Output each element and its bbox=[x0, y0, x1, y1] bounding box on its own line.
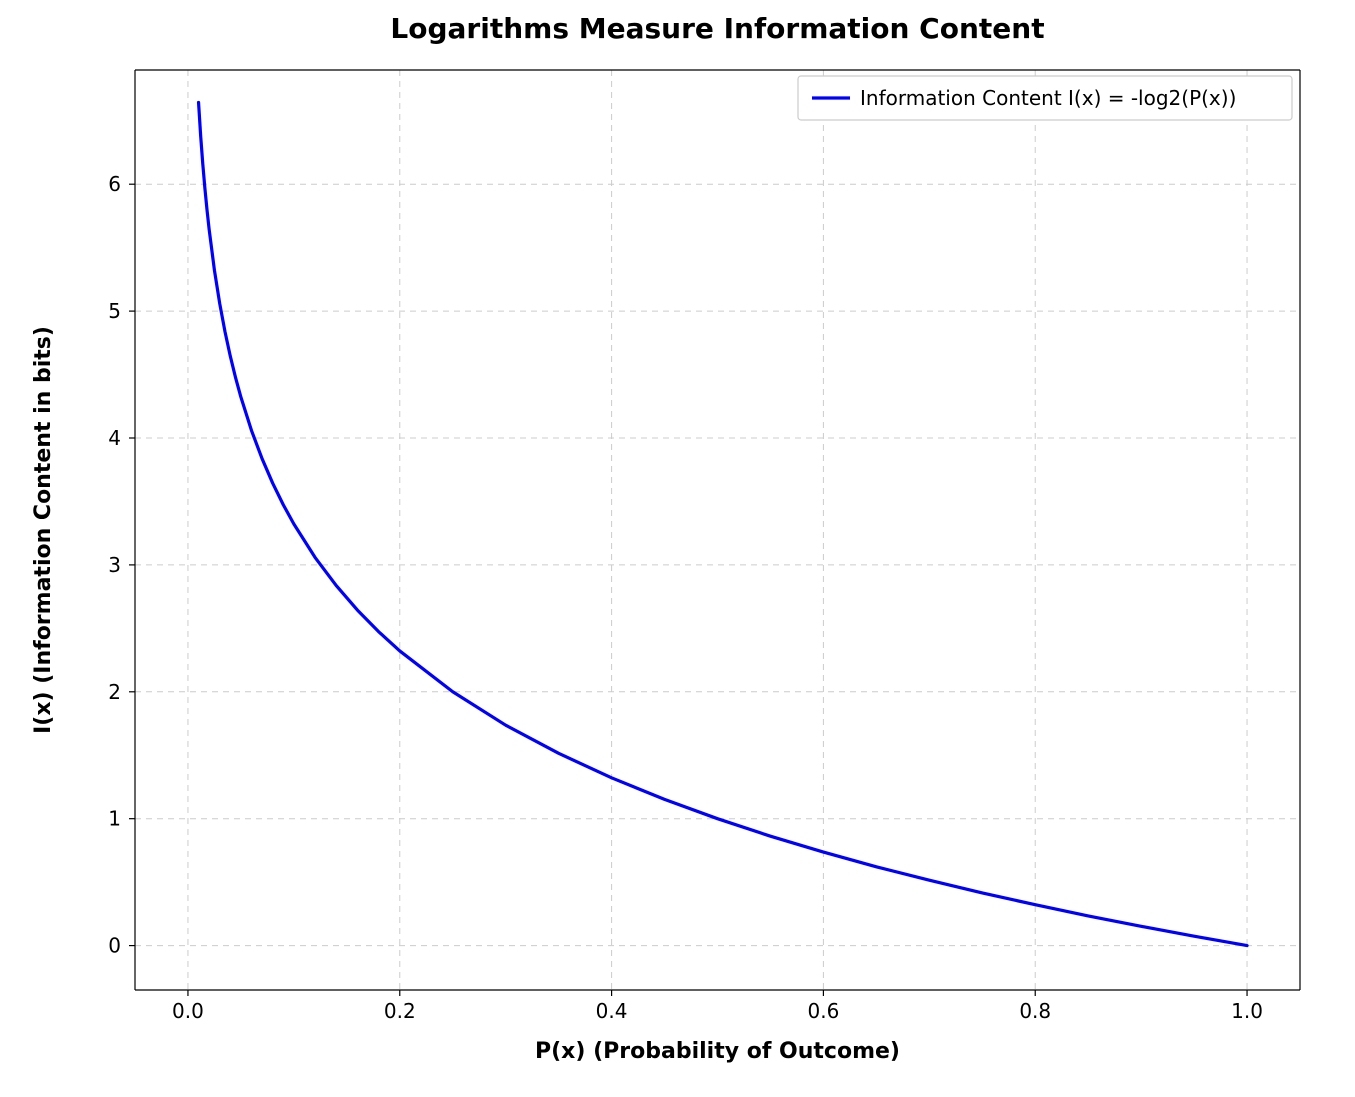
y-tick-label: 5 bbox=[108, 299, 121, 323]
y-tick-label: 0 bbox=[108, 934, 121, 958]
axis-labels: Logarithms Measure Information Content P… bbox=[31, 12, 1045, 1064]
y-axis-label: I(x) (Information Content in bits) bbox=[31, 326, 56, 734]
y-tick-label: 4 bbox=[108, 426, 121, 450]
legend-label: Information Content I(x) = -log2(P(x)) bbox=[860, 86, 1236, 110]
x-tick-label: 0.2 bbox=[384, 999, 416, 1023]
y-tick-label: 1 bbox=[108, 807, 121, 831]
y-tick-label: 6 bbox=[108, 172, 121, 196]
x-tick-label: 0.8 bbox=[1019, 999, 1051, 1023]
x-axis-label: P(x) (Probability of Outcome) bbox=[535, 1039, 900, 1064]
grid bbox=[135, 70, 1300, 990]
x-tick-label: 0.6 bbox=[808, 999, 840, 1023]
axes-spines bbox=[135, 70, 1300, 990]
y-tick-label: 3 bbox=[108, 553, 121, 577]
x-tick-label: 0.0 bbox=[172, 999, 204, 1023]
x-tick-label: 0.4 bbox=[596, 999, 628, 1023]
chart-svg: 0.0 0.2 0.4 0.6 0.8 1.0 0 1 2 3 4 5 6 Logarithms Mea… bbox=[0, 0, 1355, 1097]
y-tick-label: 2 bbox=[108, 680, 121, 704]
chart-container: 0.0 0.2 0.4 0.6 0.8 1.0 0 1 2 3 4 5 6 Logarithms Mea… bbox=[0, 0, 1355, 1097]
chart-title: Logarithms Measure Information Content bbox=[390, 12, 1044, 45]
legend: Information Content I(x) = -log2(P(x)) bbox=[798, 76, 1292, 120]
axis-ticks: 0.0 0.2 0.4 0.6 0.8 1.0 0 1 2 3 4 5 6 bbox=[108, 172, 1263, 1023]
x-tick-label: 1.0 bbox=[1231, 999, 1263, 1023]
